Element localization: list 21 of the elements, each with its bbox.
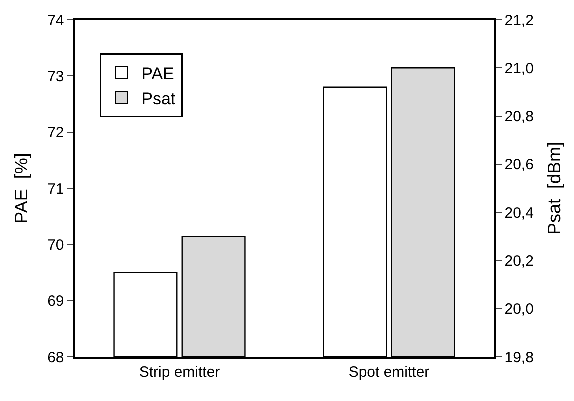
y-tick-label: 68 (48, 349, 64, 366)
y2-axis-title: Psat [dBm] (544, 142, 565, 236)
y2-tick-label: 19,8 (504, 349, 534, 366)
x-tick-label: Strip emitter (139, 364, 220, 381)
y-tick-label: 70 (48, 236, 64, 254)
y2-tick-label: 20,2 (504, 252, 534, 270)
y-tick-label: 69 (48, 293, 64, 310)
y-tick-label: 71 (48, 180, 64, 198)
y2-tick-label: 20,8 (504, 108, 534, 126)
x-tick-label: Spot emitter (348, 364, 430, 381)
y2-tick-label: 20,0 (504, 301, 534, 318)
y-axis-title: PAE [%] (11, 153, 32, 224)
y2-tick-label: 21,2 (504, 12, 534, 30)
y-tick-label: 72 (48, 124, 64, 142)
y-tick-label: 74 (48, 12, 64, 30)
y2-tick-label: 21,0 (504, 60, 534, 78)
y-tick-label: 73 (48, 68, 64, 86)
legend-label: Psat (142, 89, 176, 108)
y2-tick-label: 20,4 (504, 204, 534, 222)
legend-label: PAE (142, 64, 174, 84)
y2-tick-label: 20,6 (504, 156, 534, 174)
